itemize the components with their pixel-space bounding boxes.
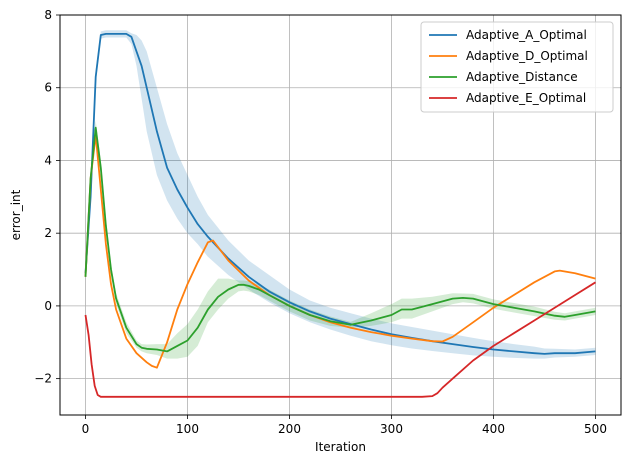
y-axis-label: error_int bbox=[9, 189, 23, 240]
legend-label: Adaptive_E_Optimal bbox=[466, 91, 586, 105]
x-tick-label: 100 bbox=[176, 422, 199, 436]
legend-label: Adaptive_A_Optimal bbox=[466, 28, 587, 42]
series-lines bbox=[84, 33, 596, 398]
x-tick-label: 400 bbox=[482, 422, 505, 436]
legend-label: Adaptive_Distance bbox=[466, 70, 578, 84]
x-tick-label: 500 bbox=[584, 422, 607, 436]
series-line-adaptive-d-optimal bbox=[84, 134, 596, 369]
x-tick-label: 0 bbox=[82, 422, 90, 436]
series-line-adaptive-e-optimal bbox=[84, 281, 596, 398]
y-tick-label: 2 bbox=[44, 226, 52, 240]
band-adaptive-a-optimal bbox=[85, 30, 596, 359]
series-line-adaptive-a-optimal bbox=[84, 33, 596, 355]
y-tick-label: 6 bbox=[44, 81, 52, 95]
legend-box bbox=[420, 21, 614, 113]
y-tick-label: 0 bbox=[44, 299, 52, 313]
ticks: 0 100 200 300 400 500 −2 0 2 4 6 8 bbox=[34, 8, 607, 436]
plot-frame bbox=[59, 14, 622, 416]
x-tick-label: 300 bbox=[380, 422, 403, 436]
y-tick-label: 4 bbox=[44, 153, 52, 167]
y-tick-label: −2 bbox=[34, 372, 52, 386]
x-tick-label: 200 bbox=[278, 422, 301, 436]
legend-label: Adaptive_D_Optimal bbox=[466, 49, 588, 63]
y-tick-label: 8 bbox=[44, 8, 52, 22]
x-axis-label: Iteration bbox=[315, 440, 366, 454]
legend: Adaptive_A_Optimal Adaptive_D_Optimal Adap… bbox=[420, 21, 614, 113]
series-line-adaptive-distance bbox=[84, 126, 596, 353]
